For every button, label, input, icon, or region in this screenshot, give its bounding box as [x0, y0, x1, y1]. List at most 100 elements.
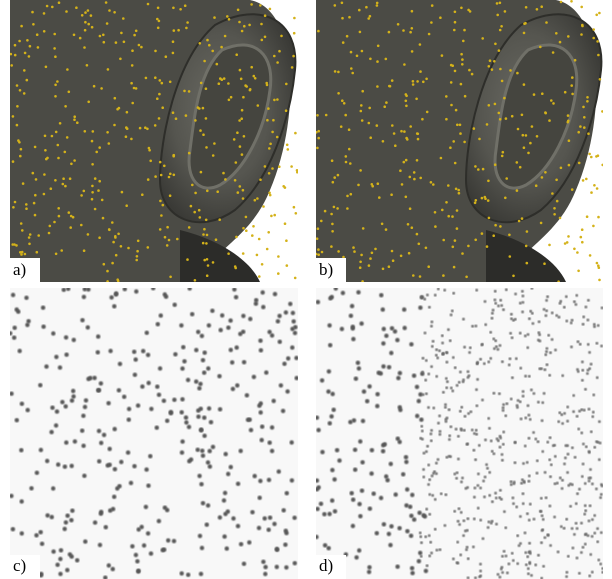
sample-dot	[166, 244, 169, 247]
sample-dot	[28, 236, 31, 239]
sample-dot	[164, 295, 168, 299]
sample-dot	[83, 190, 86, 193]
sample-dot	[62, 183, 65, 186]
sample-dot	[81, 414, 85, 418]
sample-dot	[68, 91, 71, 94]
sample-dot	[522, 390, 525, 393]
sample-dot	[481, 232, 484, 235]
sample-dot	[315, 507, 319, 511]
sample-dot	[237, 191, 240, 194]
sample-dot	[184, 415, 188, 419]
sample-dot	[344, 114, 347, 117]
sample-dot	[157, 27, 160, 30]
sample-dot	[206, 503, 210, 507]
sample-dot	[351, 498, 355, 502]
sample-dot	[450, 81, 453, 84]
sample-dot	[155, 385, 159, 389]
sample-dot	[552, 51, 555, 54]
sample-dot	[11, 243, 14, 246]
sample-dot	[341, 291, 345, 295]
sample-dot	[12, 115, 15, 118]
sample-dot	[435, 348, 438, 351]
sample-dot	[424, 379, 427, 382]
sample-dot	[524, 417, 527, 420]
sample-dot	[434, 528, 437, 531]
sample-dot	[222, 172, 225, 175]
sample-dot	[236, 524, 240, 528]
sample-dot	[161, 548, 165, 552]
sample-dot	[428, 478, 431, 481]
sample-dot	[284, 531, 288, 535]
sample-dot	[504, 10, 507, 13]
sample-dot	[238, 119, 241, 122]
sample-dot	[360, 110, 363, 113]
sample-dot	[596, 262, 599, 265]
sample-dot	[111, 567, 115, 571]
panel-d	[314, 286, 604, 579]
sample-dot	[283, 543, 287, 547]
sample-dot	[242, 227, 245, 230]
sample-dot	[332, 477, 336, 481]
sample-dot	[415, 98, 418, 101]
sample-dot	[584, 388, 587, 391]
sample-dot	[441, 54, 444, 57]
sample-dot	[457, 458, 460, 461]
sample-dot	[418, 243, 421, 246]
sample-dot	[117, 280, 120, 283]
sample-dot	[268, 192, 271, 195]
sample-dot	[98, 543, 102, 547]
sample-dot	[200, 171, 203, 174]
sample-dot	[270, 449, 274, 453]
sample-dot	[109, 295, 113, 299]
sample-dot	[180, 397, 184, 401]
sample-dot	[571, 527, 574, 530]
sample-dot	[453, 266, 456, 269]
sample-dot	[601, 110, 604, 113]
sample-dot	[476, 404, 479, 407]
sample-dot	[219, 328, 223, 332]
sample-dot	[97, 429, 101, 433]
sample-dot	[596, 376, 599, 379]
sample-dot	[146, 484, 150, 488]
sample-dot	[437, 422, 440, 425]
sample-dot	[452, 292, 455, 295]
sample-dot	[361, 280, 364, 283]
sample-dot	[284, 310, 288, 314]
sample-dot	[528, 480, 531, 483]
sample-dot	[459, 124, 462, 127]
sample-dot	[511, 376, 514, 379]
sample-dot	[264, 14, 267, 17]
sample-dot	[551, 312, 554, 315]
sample-dot	[46, 157, 49, 160]
sample-dot	[598, 420, 601, 423]
sample-dot	[452, 356, 455, 359]
sample-dot	[182, 359, 186, 363]
sample-dot	[580, 432, 583, 435]
sample-dot	[492, 338, 495, 341]
sample-dot	[441, 209, 444, 212]
sample-dot	[149, 551, 153, 555]
sample-dot	[362, 389, 366, 393]
sample-dot	[260, 23, 263, 26]
sample-dot	[544, 353, 547, 356]
sample-dot	[381, 364, 385, 368]
sample-dot	[327, 323, 331, 327]
sample-dot	[473, 518, 476, 521]
sample-dot	[593, 325, 596, 328]
sample-dot	[80, 429, 84, 433]
sample-dot	[327, 512, 331, 516]
sample-dot	[351, 337, 355, 341]
sample-dot	[25, 203, 28, 206]
sample-dot	[249, 88, 252, 91]
sample-dot	[148, 147, 151, 150]
sample-dot	[582, 323, 585, 326]
sample-dot	[172, 7, 175, 10]
sample-dot	[228, 18, 231, 21]
sample-dot	[98, 180, 101, 183]
sample-dot	[600, 493, 603, 496]
sample-dot	[325, 114, 328, 117]
sample-dot	[221, 78, 224, 81]
sample-dot	[19, 448, 23, 452]
sample-dot	[409, 207, 412, 210]
sample-dot	[54, 355, 58, 359]
